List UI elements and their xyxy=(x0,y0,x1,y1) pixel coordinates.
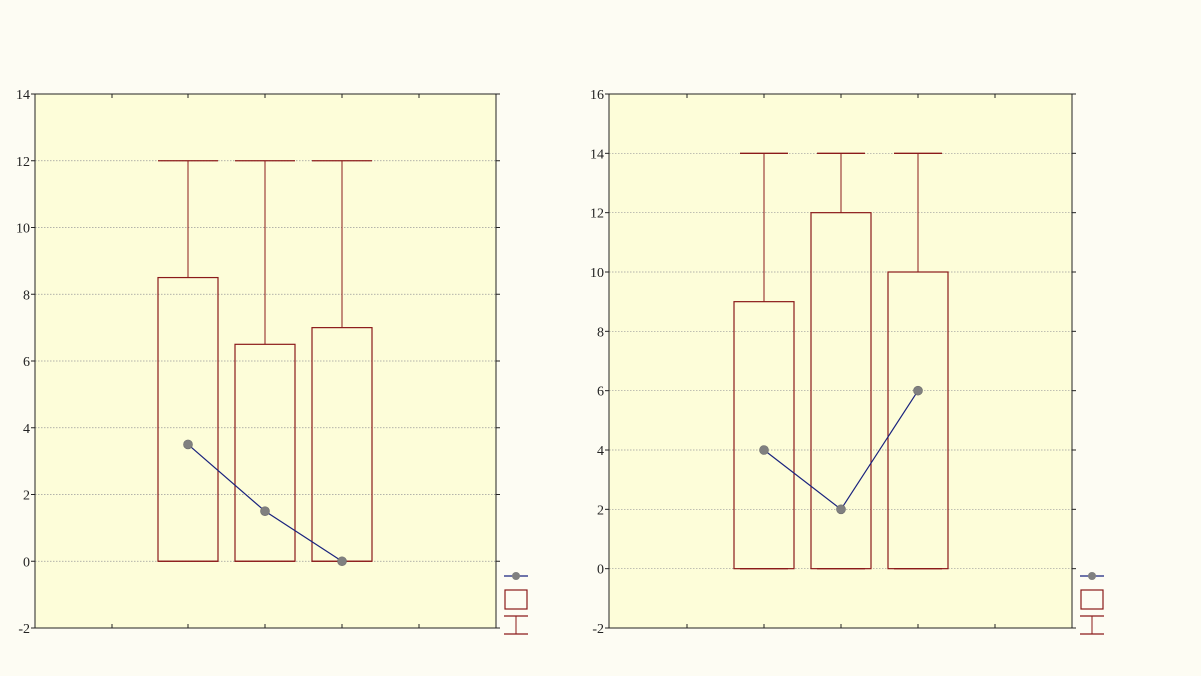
box xyxy=(157,276,219,562)
chart-panel-1: -2 0 2 4 6 8 10 12 14 xyxy=(16,88,528,637)
y-tick-label: 0 xyxy=(23,555,30,570)
y-tick-label: -2 xyxy=(592,622,604,637)
chart-panel-2: -2 0 2 4 6 8 10 12 14 16 xyxy=(590,88,1104,637)
legend xyxy=(504,572,528,635)
median-point xyxy=(759,445,769,455)
line-with-dot-icon xyxy=(512,572,520,580)
y-tick-label: 10 xyxy=(16,222,30,237)
box xyxy=(887,271,949,570)
whisker-icon xyxy=(1080,615,1104,635)
whisker-icon xyxy=(504,615,528,635)
box xyxy=(234,343,296,562)
y-tick-label: 4 xyxy=(597,444,604,459)
y-tick-label: 16 xyxy=(590,88,604,103)
line-with-dot-icon xyxy=(1088,572,1096,580)
y-tick-label: -2 xyxy=(18,622,30,637)
y-tick-label: 14 xyxy=(16,88,30,103)
y-tick-label: 0 xyxy=(597,563,604,578)
box xyxy=(733,301,795,570)
box xyxy=(810,212,872,570)
y-tick-label: 10 xyxy=(590,266,604,281)
y-tick-label: 12 xyxy=(590,207,604,222)
y-tick-label: 6 xyxy=(23,355,30,370)
y-tick-label: 12 xyxy=(16,155,30,170)
legend xyxy=(1080,572,1104,635)
y-tick-label: 2 xyxy=(23,489,30,504)
y-tick-label: 6 xyxy=(597,385,604,400)
y-tick-label: 4 xyxy=(23,422,30,437)
median-point xyxy=(260,506,270,516)
y-tick-label: 2 xyxy=(597,503,604,518)
y-tick-label: 8 xyxy=(23,288,30,303)
median-point xyxy=(337,556,347,567)
median-point xyxy=(183,439,193,450)
y-tick-label: 8 xyxy=(597,325,604,340)
median-point xyxy=(913,385,923,396)
box-icon xyxy=(1080,589,1104,610)
box-icon xyxy=(504,589,528,610)
median-point xyxy=(836,504,846,515)
y-tick-label: 14 xyxy=(590,147,604,162)
